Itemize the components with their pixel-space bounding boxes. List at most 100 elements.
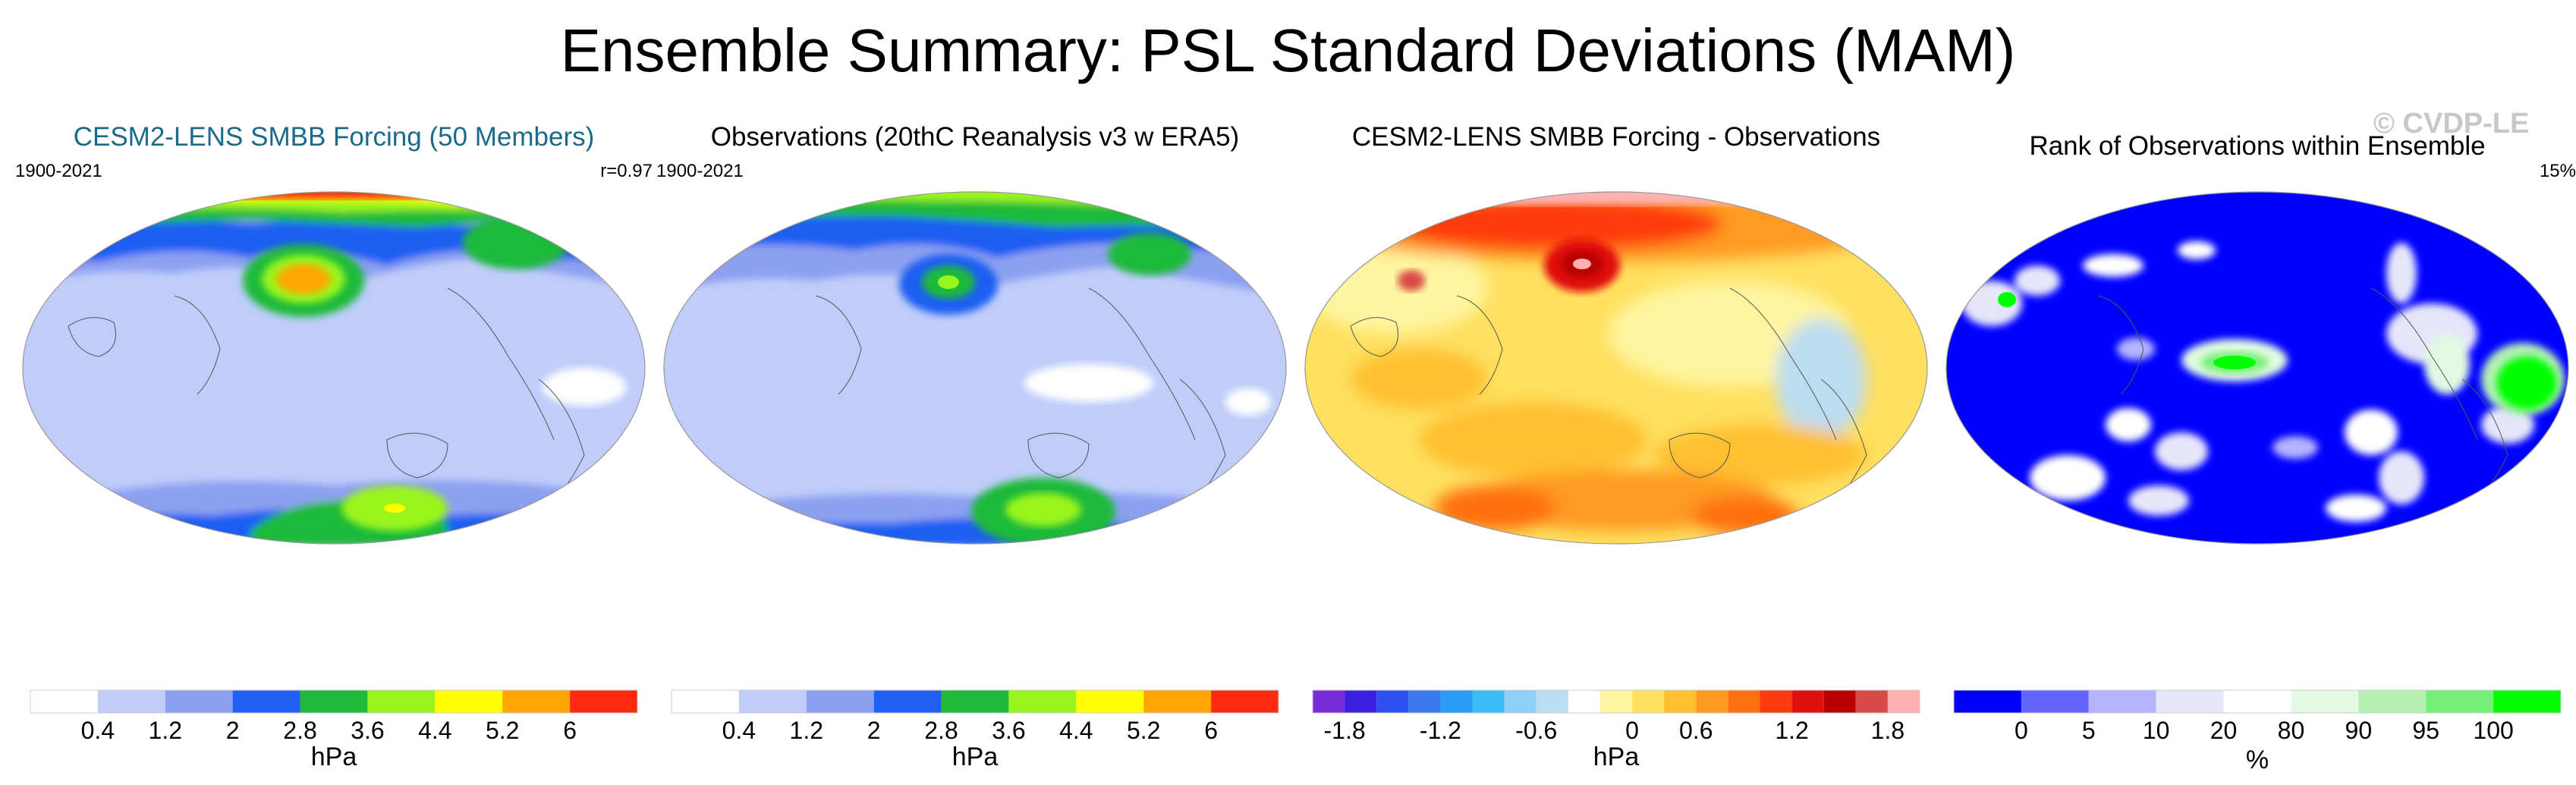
colorbar-swatch	[30, 690, 98, 713]
colorbar-tick-label: 3.6	[351, 717, 385, 744]
colorbar-swatch	[165, 690, 233, 713]
colorbar-swatch	[1440, 690, 1473, 713]
colorbar-tick-label: 2.8	[924, 717, 958, 744]
colorbar-swatch	[435, 690, 503, 713]
panel-title: Observations (20thC Reanalysis v3 w ERA5…	[710, 122, 1240, 152]
colorbar-tick-label: 95	[2412, 717, 2440, 744]
panel-model-stddev: CESM2-LENS SMBB Forcing (50 Members) 190…	[15, 114, 653, 771]
colorbar-swatch	[1143, 690, 1212, 713]
colorbar-swatch	[232, 690, 300, 713]
colorbar-tick-label: 80	[2277, 717, 2305, 744]
colorbar-tick-label: 2	[225, 717, 240, 744]
colorbar-swatch	[2493, 690, 2561, 713]
colorbar-swatch	[1408, 690, 1441, 713]
colorbar-tick-label: 0	[2014, 717, 2028, 744]
colorbar-swatch	[941, 690, 1009, 713]
colorbar-tick-label: 1.8	[1870, 717, 1905, 744]
pattern-correlation: r=0.97	[600, 161, 653, 181]
colorbar-tick-label: -1.2	[1419, 717, 1461, 744]
colorbar-swatch	[1728, 690, 1760, 713]
colorbar-swatch	[1345, 690, 1377, 713]
colorbar-swatch	[1376, 690, 1409, 713]
colorbar-swatch	[1887, 690, 1920, 713]
colorbar-swatch	[1855, 690, 1888, 713]
period-label: 1900-2021	[656, 161, 744, 181]
colorbar: hPa 0.4 1.2 2 2.8 3.6 4.4 5.2 6	[15, 686, 653, 785]
colorbar-swatch	[2358, 690, 2427, 713]
fraction-label: 15%	[2539, 161, 2576, 181]
map-model	[22, 191, 646, 545]
colorbar-swatch	[1472, 690, 1505, 713]
colorbar-tick-label: 0	[1625, 717, 1639, 744]
colorbar-swatch	[2223, 690, 2291, 713]
colorbar-unit: %	[2245, 746, 2269, 774]
colorbar-swatch	[1664, 690, 1697, 713]
colorbar-swatch	[1536, 690, 1568, 713]
panel-rank: Rank of Observations within Ensemble 15%	[1939, 114, 2576, 774]
colorbar-swatch	[1008, 690, 1077, 713]
colorbar-unit: hPa	[951, 743, 999, 771]
colorbar-swatch	[2021, 690, 2089, 713]
colorbar-tick-label: 90	[2345, 717, 2373, 744]
panel-difference: CESM2-LENS SMBB Forcing - Observations	[1297, 114, 1935, 771]
colorbar-tick-label: 5.2	[1126, 717, 1161, 744]
colorbar-tick-label: 2	[867, 717, 881, 744]
colorbar-tick-label: 4.4	[418, 717, 452, 744]
map-rank	[1945, 191, 2569, 545]
colorbar-swatch	[1760, 690, 1792, 713]
colorbar-tick-label: 5	[2081, 717, 2096, 744]
colorbar-swatch	[1076, 690, 1144, 713]
colorbar-unit: hPa	[1593, 743, 1640, 771]
colorbar-tick-label: 0.4	[80, 717, 115, 744]
colorbar-tick-label: -1.8	[1323, 717, 1366, 744]
colorbar-swatch	[1599, 690, 1633, 713]
colorbar-tick-label: 0.6	[1679, 717, 1713, 744]
colorbar-swatch	[1504, 690, 1536, 713]
colorbar-unit: hPa	[310, 743, 357, 771]
colorbar-tick-label: 100	[2473, 717, 2514, 744]
colorbar-tick-label: 6	[563, 717, 577, 744]
colorbar-tick-label: 4.4	[1059, 717, 1093, 744]
colorbar-swatch	[1791, 690, 1824, 713]
colorbar: hPa 0.4 1.2 2 2.8 3.6 4.4 5.2 6	[656, 686, 1294, 785]
colorbar-swatches	[1312, 689, 1920, 714]
map-observations	[663, 191, 1287, 545]
colorbar-swatch	[97, 690, 165, 713]
colorbar: % 0 5 10 20 80 90 95 100	[1939, 686, 2576, 785]
panel-title: Rank of Observations within Ensemble	[2029, 131, 2486, 161]
colorbar-swatch	[1313, 690, 1345, 713]
colorbar-tick-label: 10	[2142, 717, 2170, 744]
panel-title: CESM2-LENS SMBB Forcing (50 Members)	[73, 122, 595, 152]
figure-title: Ensemble Summary: PSL Standard Deviation…	[560, 17, 2016, 84]
colorbar-swatch	[806, 690, 874, 713]
colorbar-tick-label: 1.2	[1775, 717, 1809, 744]
map-difference	[1304, 191, 1928, 545]
colorbar-tick-label: 3.6	[992, 717, 1026, 744]
colorbar-swatch	[1823, 690, 1856, 713]
colorbar-tick-label: 20	[2210, 717, 2238, 744]
colorbar-tick-label: 0.4	[722, 717, 756, 744]
colorbar-swatches	[1953, 689, 2562, 714]
colorbar-tick-label: 5.2	[485, 717, 520, 744]
colorbar-swatch	[2426, 690, 2494, 713]
colorbar-swatch	[300, 690, 368, 713]
colorbar-tick-label: 2.8	[283, 717, 317, 744]
colorbar-tick-label: 6	[1204, 717, 1219, 744]
colorbar-swatches	[30, 689, 638, 714]
colorbar-swatch	[570, 690, 637, 713]
period-label: 1900-2021	[15, 161, 102, 181]
colorbar-swatch	[738, 690, 807, 713]
colorbar-swatch	[1632, 690, 1665, 713]
colorbar-swatch	[1211, 690, 1279, 713]
colorbar-swatch	[2156, 690, 2224, 713]
colorbar-swatch	[2291, 690, 2359, 713]
colorbar-tick-label: 1.2	[148, 717, 183, 744]
colorbar-swatch	[367, 690, 436, 713]
colorbar-swatches	[671, 689, 1279, 714]
panel-observations-stddev: Observations (20thC Reanalysis v3 w ERA5…	[656, 114, 1294, 771]
colorbar-swatch	[1954, 690, 2021, 713]
colorbar-tick-label: -0.6	[1515, 717, 1558, 744]
colorbar-swatch	[2088, 690, 2156, 713]
colorbar-swatch	[1696, 690, 1728, 713]
colorbar-swatch	[672, 690, 739, 713]
